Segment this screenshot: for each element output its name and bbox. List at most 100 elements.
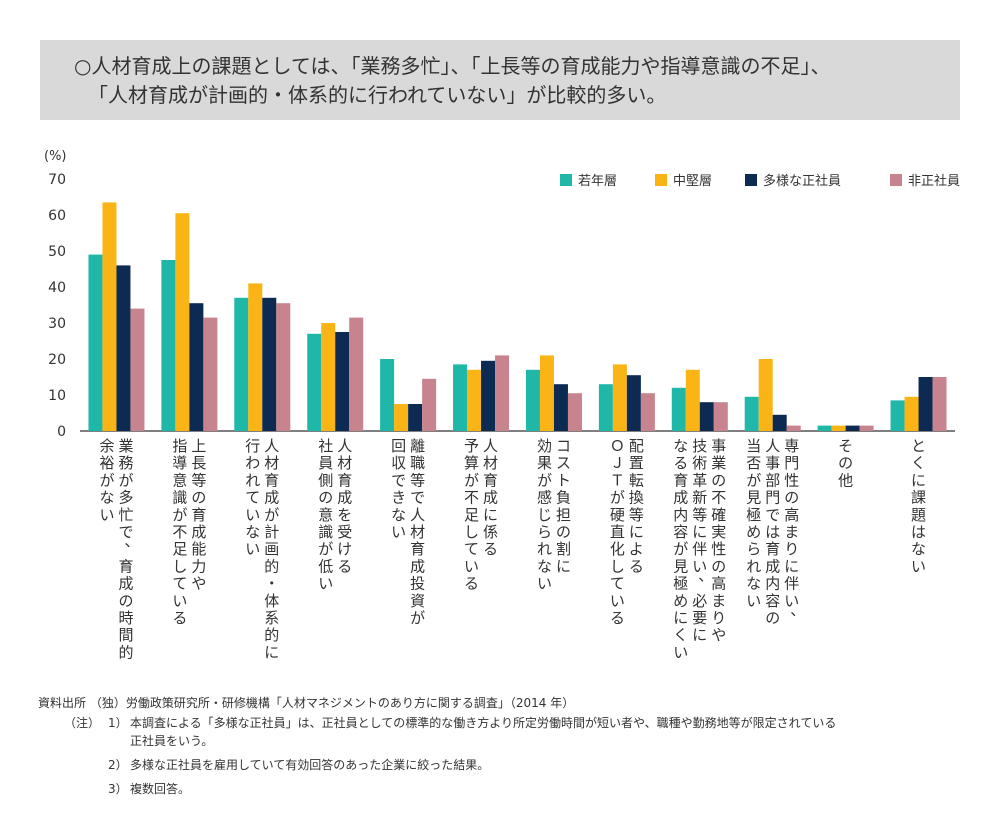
category-label-char: い xyxy=(172,592,187,610)
category-label-char: が xyxy=(264,506,279,524)
bar xyxy=(626,375,641,431)
category-label-char: 配 xyxy=(629,437,644,455)
y-tick-label: 40 xyxy=(48,280,66,296)
category-label-char: 極 xyxy=(746,506,761,524)
category-label-char: は xyxy=(765,523,780,541)
category-label-char: 意 xyxy=(172,471,187,489)
category-label-char: ト xyxy=(556,471,571,489)
note-3: 3） 複数回答。 xyxy=(38,779,968,799)
category-label-char: 換 xyxy=(629,489,644,507)
y-tick-label: 20 xyxy=(48,352,66,368)
category-label-char: 成 xyxy=(264,489,279,507)
category-label-char: し xyxy=(464,523,479,541)
category-label-char: 効 xyxy=(537,437,552,455)
category-label-char: 成 xyxy=(765,557,780,575)
y-tick-label: 60 xyxy=(48,208,66,224)
category-label-char: 確 xyxy=(711,506,726,524)
category-label-char: 必 xyxy=(692,592,707,610)
category-label-char: い xyxy=(464,557,479,575)
source-label: 資料出所 xyxy=(38,696,87,710)
category-label-char: 時 xyxy=(118,609,133,627)
category-label-char: 等 xyxy=(191,471,206,489)
category-label-char: て xyxy=(245,489,260,507)
category-label-char: に xyxy=(483,506,498,524)
note-text: 本調査による「多様な正社員」は、正社員としての標準的な働き方より所定労働時間が短… xyxy=(130,716,837,730)
category-label-char: る xyxy=(673,454,688,472)
category-label-char: が xyxy=(673,540,688,558)
category-label-char: 社 xyxy=(318,437,333,455)
category-label-char: の xyxy=(191,489,206,507)
headline-line-2: 「人材育成が計画的・体系的に行われていない」が比較的多い。 xyxy=(88,83,667,107)
legend-label: 非正社員 xyxy=(908,173,960,189)
bar xyxy=(307,333,322,431)
category-label-char: て xyxy=(610,575,625,593)
bar xyxy=(598,384,613,431)
category-label-char: て xyxy=(172,575,187,593)
category-label-char: 画 xyxy=(264,540,279,558)
category-label-char: 指 xyxy=(172,437,187,455)
category-label-char: 低 xyxy=(318,557,333,575)
category-label-char: と xyxy=(911,437,926,455)
category-label-char: ら xyxy=(746,540,761,558)
category-label-char: 事 xyxy=(765,454,780,472)
category-label-char: 不 xyxy=(711,489,726,507)
category-label-char: 係 xyxy=(483,523,498,541)
category-label-char: 負 xyxy=(556,489,571,507)
category-label-char: な xyxy=(391,506,406,524)
category-label-char: に xyxy=(692,626,707,644)
category-label-char: 予 xyxy=(464,437,479,455)
chart-footer: 資料出所 （独）労働政策研究所・研修機構「人材マネジメントのあり方に関する調査」… xyxy=(38,693,968,799)
category-label-char: 他 xyxy=(838,471,853,489)
bar xyxy=(88,254,103,431)
category-label-char: 多 xyxy=(118,489,133,507)
category-label-char: 材 xyxy=(483,454,498,472)
category-label-char: の xyxy=(118,592,133,610)
category-label-char: 力 xyxy=(191,557,206,575)
category-label-char: 内 xyxy=(673,506,688,524)
category-label-char: が xyxy=(746,471,761,489)
bar xyxy=(130,308,145,431)
headline-banner: ○人材育成上の課題としては、「業務多忙」、「上長等の育成能力や指導意識の不足」、… xyxy=(40,40,960,120)
category-label-char: 成 xyxy=(118,575,133,593)
category-label-char: 意 xyxy=(318,506,333,524)
category-label-char: が xyxy=(118,471,133,489)
category-label-char: 導 xyxy=(172,454,187,472)
headline-line-1: ○人材育成上の課題としては、「業務多忙」、「上長等の育成能力や指導意識の不足」、 xyxy=(74,54,831,78)
legend-swatch xyxy=(560,174,572,186)
category-label-char: の xyxy=(784,489,799,507)
category-label-char: る xyxy=(172,609,187,627)
category-label-char: を xyxy=(337,506,352,524)
category-label-char: 転 xyxy=(629,471,644,489)
category-label-char: 担 xyxy=(556,506,571,524)
category-label-char: 伴 xyxy=(784,575,799,593)
bar xyxy=(248,283,263,431)
category-label-char: い xyxy=(245,540,260,558)
category-label-char: い xyxy=(245,506,260,524)
bar xyxy=(189,303,204,431)
category-label-char: 成 xyxy=(483,489,498,507)
category-label-char: Ｊ xyxy=(610,454,625,472)
category-label-char: 側 xyxy=(318,471,333,489)
category-label-char: に xyxy=(629,523,644,541)
category-label-char: が xyxy=(610,489,625,507)
category-label-char: 不 xyxy=(464,489,479,507)
bar xyxy=(859,425,874,431)
bar xyxy=(335,332,350,431)
bar xyxy=(772,414,787,431)
bar xyxy=(744,396,759,431)
chart-axes: (%) 0 10 20 30 40 50 60 70 xyxy=(44,149,955,440)
category-label-char: ・ xyxy=(264,575,279,593)
category-label-char: 新 xyxy=(692,489,707,507)
category-label-char: 化 xyxy=(610,540,625,558)
category-label-char: き xyxy=(391,489,406,507)
category-label-char: い xyxy=(99,506,114,524)
category-label-char: し xyxy=(610,557,625,575)
category-label-char: 題 xyxy=(911,506,926,524)
category-label-char: 人 xyxy=(337,437,352,455)
category-label-char: の xyxy=(711,557,726,575)
category-label-char: れ xyxy=(245,471,260,489)
category-label-char: 能 xyxy=(191,540,206,558)
category-label-char: 成 xyxy=(337,489,352,507)
bar xyxy=(321,323,336,431)
category-label-char: く xyxy=(673,626,688,644)
